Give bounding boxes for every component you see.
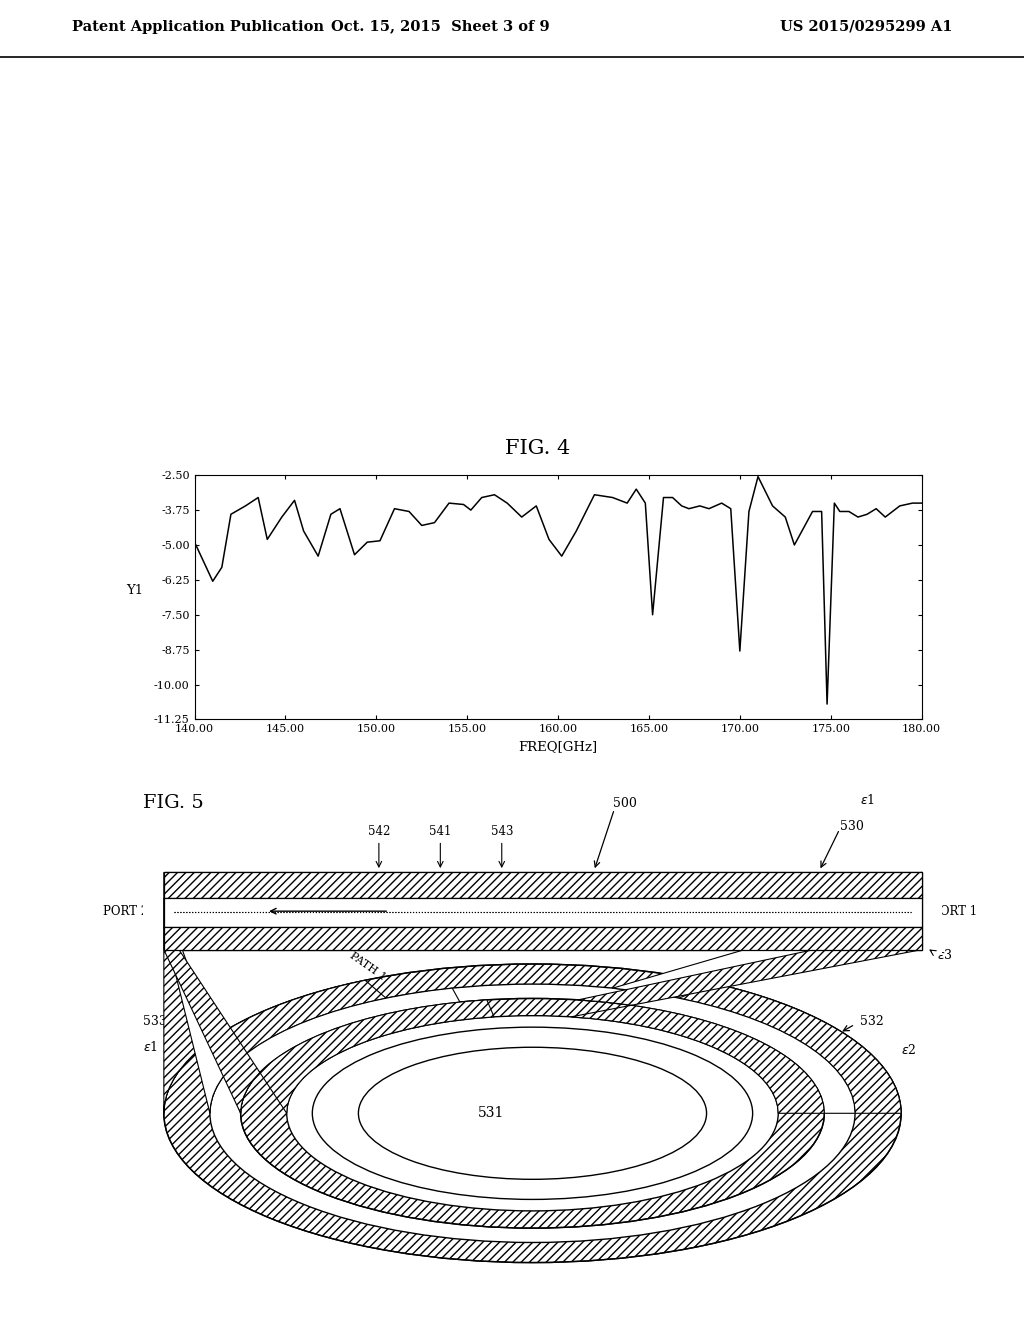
Bar [164,873,922,898]
Text: PORT 1: PORT 1 [932,904,977,917]
Text: 541: 541 [429,825,452,838]
Text: 531: 531 [478,1106,505,1121]
Ellipse shape [358,1047,707,1179]
Text: PATH 1: PATH 1 [348,950,388,983]
Text: 543: 543 [490,825,513,838]
Text: Oct. 15, 2015  Sheet 3 of 9: Oct. 15, 2015 Sheet 3 of 9 [331,20,550,34]
Polygon shape [605,898,922,1113]
Bar [164,927,922,949]
Text: Patent Application Publication: Patent Application Publication [72,20,324,34]
Text: FIG. 4: FIG. 4 [505,440,570,458]
Text: FIG. 5: FIG. 5 [143,795,204,812]
Bar [143,866,942,956]
Text: 530: 530 [840,820,863,833]
Polygon shape [164,927,494,1113]
Text: PATH 2: PATH 2 [287,894,329,904]
Text: PORT 2: PORT 2 [103,904,148,917]
Text: $\varepsilon$3: $\varepsilon$3 [937,948,952,962]
Bar [164,927,922,949]
X-axis label: FREQ[GHz]: FREQ[GHz] [518,739,598,752]
Ellipse shape [241,998,824,1228]
Ellipse shape [287,1015,778,1210]
Bar [164,873,922,898]
Y-axis label: Y1: Y1 [126,585,143,597]
Bar [164,873,922,898]
Text: US 2015/0295299 A1: US 2015/0295299 A1 [780,20,952,34]
Bar [164,898,922,927]
Text: 533: 533 [143,1015,167,1028]
Polygon shape [679,873,922,1113]
Ellipse shape [210,985,855,1242]
Polygon shape [164,898,460,1113]
Polygon shape [571,927,922,1113]
Text: $\varepsilon$1: $\varepsilon$1 [143,1040,159,1055]
Text: 532: 532 [860,1015,884,1028]
Text: 500: 500 [612,797,637,809]
Text: $\varepsilon$2: $\varepsilon$2 [901,1043,916,1057]
Bar [164,898,922,927]
Text: 542: 542 [368,825,390,838]
Bar [164,898,922,927]
Polygon shape [164,873,386,1113]
Ellipse shape [164,964,901,1262]
Text: $\varepsilon$1: $\varepsilon$1 [860,793,876,808]
Ellipse shape [312,1027,753,1200]
Bar [164,927,922,949]
